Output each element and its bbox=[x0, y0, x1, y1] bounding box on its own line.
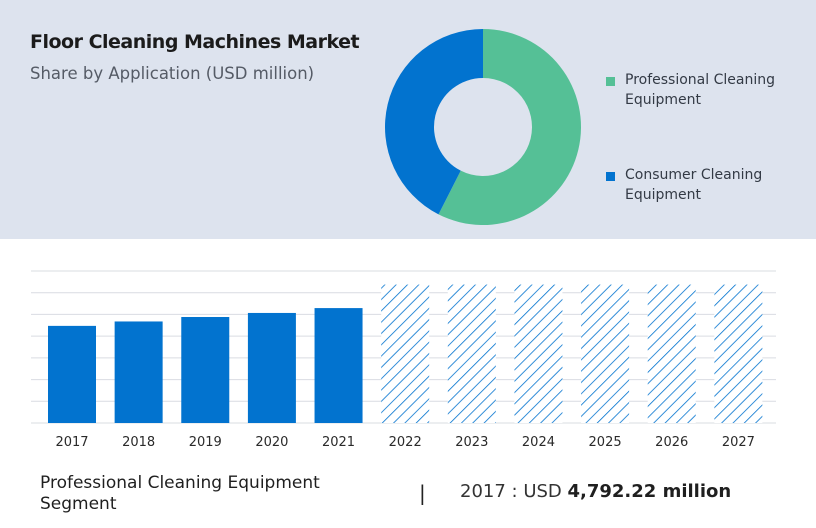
bar-2018 bbox=[114, 321, 163, 423]
legend-label-consumer: Consumer Cleaning Equipment bbox=[625, 167, 763, 203]
x-tick-label: 2025 bbox=[589, 435, 622, 450]
pie-slice-1 bbox=[385, 29, 483, 215]
chart-title: Floor Cleaning Machines Market bbox=[30, 31, 360, 53]
segment-value-prefix: 2017 : USD bbox=[460, 481, 568, 502]
bar-2019 bbox=[181, 317, 230, 423]
bar-2025 bbox=[581, 284, 630, 423]
bar-2023 bbox=[447, 284, 496, 423]
bar-2020 bbox=[247, 312, 296, 423]
x-tick-label: 2017 bbox=[55, 435, 88, 450]
bar-2022 bbox=[381, 284, 430, 423]
footer-separator: | bbox=[419, 481, 426, 505]
x-tick-label: 2019 bbox=[189, 435, 222, 450]
segment-value: 2017 : USD 4,792.22 million bbox=[460, 481, 731, 502]
donut-chart bbox=[385, 29, 581, 225]
bar-chart: 2017 2018 2019 2020 2021 2022 2023 2024 2025 2026… bbox=[31, 270, 776, 450]
legend-label-professional: Professional Cleaning Equipment bbox=[625, 72, 775, 108]
segment-label: Professional Cleaning Equipment Segment bbox=[40, 473, 320, 514]
legend-swatch-consumer bbox=[606, 172, 615, 181]
x-tick-label: 2024 bbox=[522, 435, 555, 450]
x-tick-label: 2020 bbox=[255, 435, 288, 450]
bar-2017 bbox=[48, 325, 96, 423]
x-tick-label: 2018 bbox=[122, 435, 155, 450]
x-tick-label: 2022 bbox=[389, 435, 422, 450]
legend-swatch-professional bbox=[606, 77, 615, 86]
bar-2021 bbox=[314, 308, 363, 423]
bar-2026 bbox=[647, 284, 696, 423]
x-tick-label: 2027 bbox=[722, 435, 755, 450]
bar-2027 bbox=[714, 284, 763, 423]
bar-2024 bbox=[514, 284, 563, 423]
segment-value-number: 4,792.22 million bbox=[567, 481, 732, 502]
chart-subtitle: Share by Application (USD million) bbox=[30, 64, 315, 83]
pie-slice-0 bbox=[438, 29, 581, 225]
x-tick-label: 2021 bbox=[322, 435, 355, 450]
x-tick-label: 2023 bbox=[455, 435, 488, 450]
x-tick-label: 2026 bbox=[655, 435, 688, 450]
